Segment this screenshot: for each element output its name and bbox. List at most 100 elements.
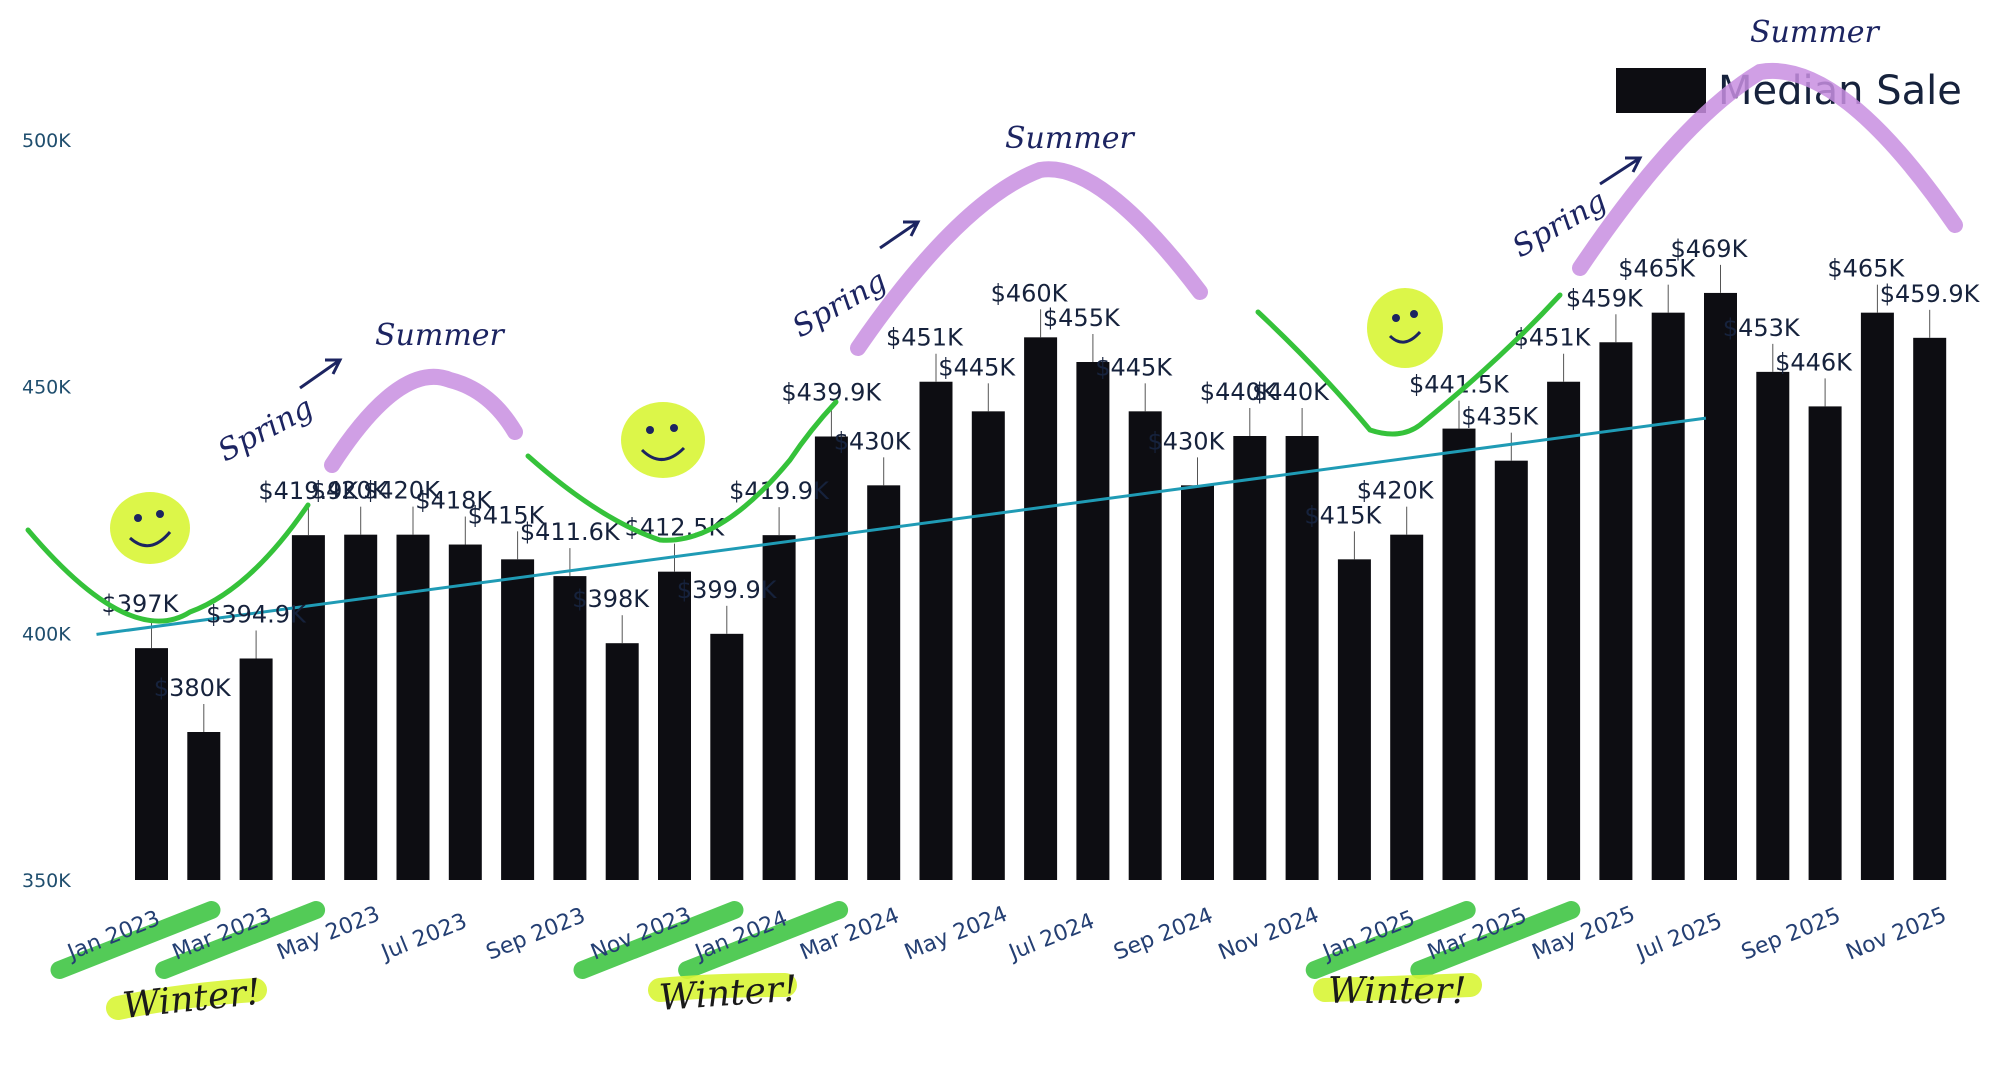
- x-tick-label: Jul 2023: [376, 909, 470, 966]
- bar-sep-2024: [1181, 485, 1214, 880]
- data-label: $419.9K: [729, 477, 830, 505]
- legend-swatch: [1616, 68, 1706, 113]
- y-axis: 350K 400K 450K 500K: [22, 130, 71, 892]
- bar-feb-2025: [1442, 428, 1476, 880]
- x-tick-label: Sep 2023: [483, 903, 589, 965]
- bar-sep-2025: [1808, 406, 1842, 880]
- x-tick-highlight: [50, 901, 221, 979]
- arrow-icon: [1599, 156, 1643, 186]
- data-labels-group: $397K$380K$394.9K$419.9K$420K$420K$418K$…: [102, 235, 1981, 702]
- data-label: $435K: [1461, 403, 1539, 431]
- x-tick-label: Nov 2024: [1215, 903, 1323, 966]
- data-label: $440K: [1252, 378, 1330, 406]
- bar-may-2025: [1599, 342, 1633, 880]
- data-label: $445K: [938, 353, 1016, 381]
- data-label: $420K: [311, 477, 389, 505]
- winter-highlight: [648, 973, 797, 1002]
- summer-note: Summer: [375, 318, 506, 353]
- data-label: $465K: [1618, 255, 1696, 283]
- summer-note: Summer: [1005, 121, 1136, 156]
- green-curve-2023-winter: [525, 399, 839, 543]
- trend-line: [96, 416, 1707, 636]
- trend-line-group: [96, 416, 1707, 636]
- bar-mar-2023: [239, 658, 273, 880]
- x-tick-highlight: [1410, 901, 1581, 979]
- winter-note: Winter!: [121, 972, 263, 1027]
- bar-dec-2023: [710, 633, 744, 880]
- bar-aug-2024: [1128, 411, 1162, 880]
- bar-jul-2025: [1704, 292, 1737, 880]
- data-label: $420K: [363, 477, 441, 505]
- x-tick-label: Jul 2024: [1004, 909, 1098, 966]
- winter-note: Winter!: [658, 968, 799, 1019]
- data-label: $420K: [1357, 477, 1435, 505]
- summer-note: Summer: [1750, 15, 1881, 50]
- bars-group: [135, 264, 1947, 881]
- data-label: $469K: [1671, 235, 1749, 263]
- y-tick-label: 400K: [22, 623, 71, 645]
- data-label: $394.9K: [206, 600, 307, 628]
- bar-nov-2025: [1913, 337, 1947, 880]
- green-curve-2024-winter: [1255, 292, 1563, 437]
- y-tick-label: 350K: [22, 870, 71, 892]
- handwritten-annotations: Spring Summer Spring Summer Spring Summe…: [25, 15, 1963, 1027]
- data-label: $455K: [1043, 304, 1121, 332]
- winter-highlight: [106, 978, 267, 1020]
- bar-aug-2025: [1756, 371, 1790, 880]
- bar-apr-2025: [1547, 381, 1581, 880]
- purple-curve-summer-2023: [324, 368, 523, 473]
- data-label: $397K: [102, 590, 180, 618]
- x-tick-highlight: [678, 901, 849, 979]
- bar-jun-2024: [1024, 337, 1058, 880]
- data-label: $439.9K: [781, 378, 882, 406]
- x-tick-label: May 2024: [901, 902, 1011, 966]
- spring-note: Spring: [212, 390, 319, 469]
- data-label: $411.6K: [520, 518, 621, 546]
- winter-note: Winter!: [1328, 971, 1467, 1012]
- bar-oct-2025: [1860, 312, 1894, 881]
- data-label: $419.9K: [258, 477, 359, 505]
- bar-nov-2023: [658, 571, 691, 880]
- bar-aug-2023: [501, 559, 535, 880]
- bar-dec-2024: [1337, 559, 1371, 880]
- smiley-face-icon: [621, 402, 705, 478]
- data-label: $418K: [415, 487, 493, 515]
- arrow-icon: [299, 358, 343, 390]
- bar-feb-2023: [187, 732, 221, 880]
- data-label: $440K: [1200, 378, 1278, 406]
- bar-jul-2024: [1076, 362, 1110, 880]
- bar-feb-2024: [814, 436, 848, 880]
- x-tick-label: Sep 2024: [1110, 903, 1216, 965]
- winter-highlight: [1313, 973, 1482, 1002]
- x-tick-highlight: [573, 901, 744, 979]
- data-label: $445K: [1095, 353, 1173, 381]
- purple-curve-summer-2024: [850, 161, 1208, 356]
- data-label: $415K: [468, 501, 546, 529]
- smiley-face-icon: [1367, 288, 1443, 368]
- data-label: $451K: [886, 324, 964, 352]
- bar-may-2023: [344, 534, 378, 880]
- data-label: $399.9K: [677, 576, 778, 604]
- x-tick-label: Jul 2025: [1632, 909, 1726, 966]
- bar-jan-2024: [762, 535, 796, 880]
- bar-oct-2024: [1233, 436, 1267, 880]
- bar-jun-2025: [1651, 312, 1685, 881]
- data-label: $430K: [1148, 427, 1226, 455]
- data-label: $459K: [1566, 284, 1644, 312]
- bar-jul-2023: [448, 544, 482, 880]
- purple-curve-summer-2025: [1572, 62, 1963, 276]
- green-curve-2023: [25, 502, 311, 624]
- data-label: $380K: [154, 674, 232, 702]
- arrow-icon: [879, 220, 921, 250]
- x-tick-highlight: [155, 901, 326, 979]
- data-label: $453K: [1723, 314, 1801, 342]
- x-tick-highlight: [1305, 901, 1476, 979]
- bar-mar-2025: [1494, 460, 1528, 880]
- bar-oct-2023: [605, 643, 639, 880]
- data-label: $460K: [991, 279, 1069, 307]
- y-tick-label: 500K: [22, 130, 71, 152]
- bar-may-2024: [971, 411, 1005, 880]
